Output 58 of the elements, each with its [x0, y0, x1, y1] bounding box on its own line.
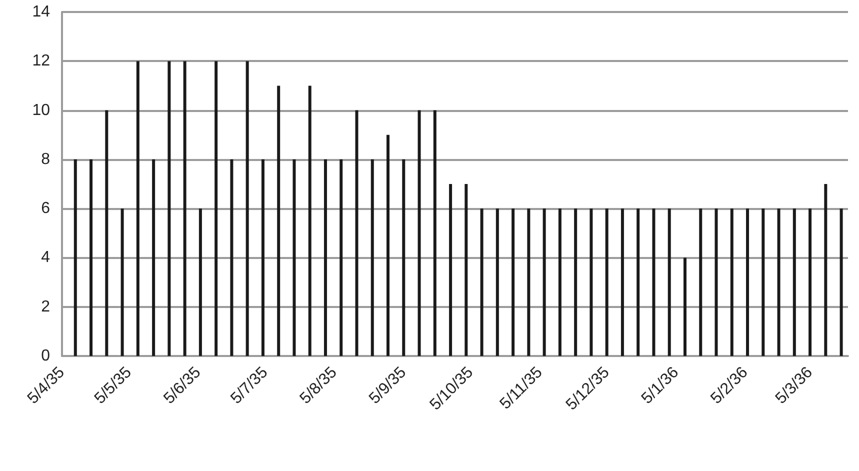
bar — [230, 159, 234, 356]
bar — [136, 61, 140, 356]
bar — [370, 159, 374, 356]
bar — [824, 184, 828, 356]
bar — [512, 208, 515, 356]
bar — [636, 208, 640, 356]
bar — [464, 184, 468, 356]
bar — [152, 159, 156, 356]
y-tick-label: 10 — [32, 102, 50, 119]
y-tick-label: 6 — [41, 200, 50, 218]
bar — [652, 208, 656, 356]
bar — [542, 208, 546, 356]
bar — [90, 159, 93, 356]
bar — [168, 61, 171, 356]
bar — [605, 208, 608, 356]
bar — [214, 61, 218, 356]
bar — [620, 208, 624, 356]
bar — [277, 86, 280, 356]
y-tick-label: 12 — [32, 52, 50, 70]
bar — [418, 110, 421, 356]
bar — [355, 110, 358, 356]
bar — [183, 61, 186, 356]
y-tick-label: 4 — [41, 249, 50, 266]
bar — [386, 134, 390, 356]
bar — [402, 159, 406, 356]
bar — [840, 208, 843, 356]
bar — [683, 258, 686, 356]
bar — [699, 208, 702, 356]
bar — [668, 208, 671, 356]
bar — [762, 208, 765, 356]
y-tick-label: 14 — [32, 4, 50, 20]
bar — [590, 208, 593, 356]
bar — [480, 208, 484, 356]
bar — [120, 208, 124, 356]
bar — [292, 159, 296, 356]
bar — [324, 159, 327, 356]
bar — [792, 208, 796, 356]
y-tick-label: 8 — [41, 150, 50, 168]
bar — [746, 208, 750, 356]
bar — [433, 110, 436, 356]
bar — [246, 61, 249, 356]
bar — [496, 208, 499, 356]
bar — [808, 208, 812, 356]
bar — [198, 208, 202, 356]
y-tick-label: 2 — [41, 298, 50, 316]
bar — [449, 184, 452, 356]
bar — [340, 159, 343, 356]
bar — [777, 208, 780, 356]
bar — [714, 208, 718, 356]
bar — [308, 86, 312, 356]
bar — [558, 208, 562, 356]
bar — [74, 159, 77, 356]
bar — [527, 208, 530, 356]
y-tick-label: 0 — [41, 348, 50, 364]
bar — [574, 208, 578, 356]
bar — [730, 208, 734, 356]
bar — [105, 110, 108, 356]
bar — [261, 159, 264, 356]
